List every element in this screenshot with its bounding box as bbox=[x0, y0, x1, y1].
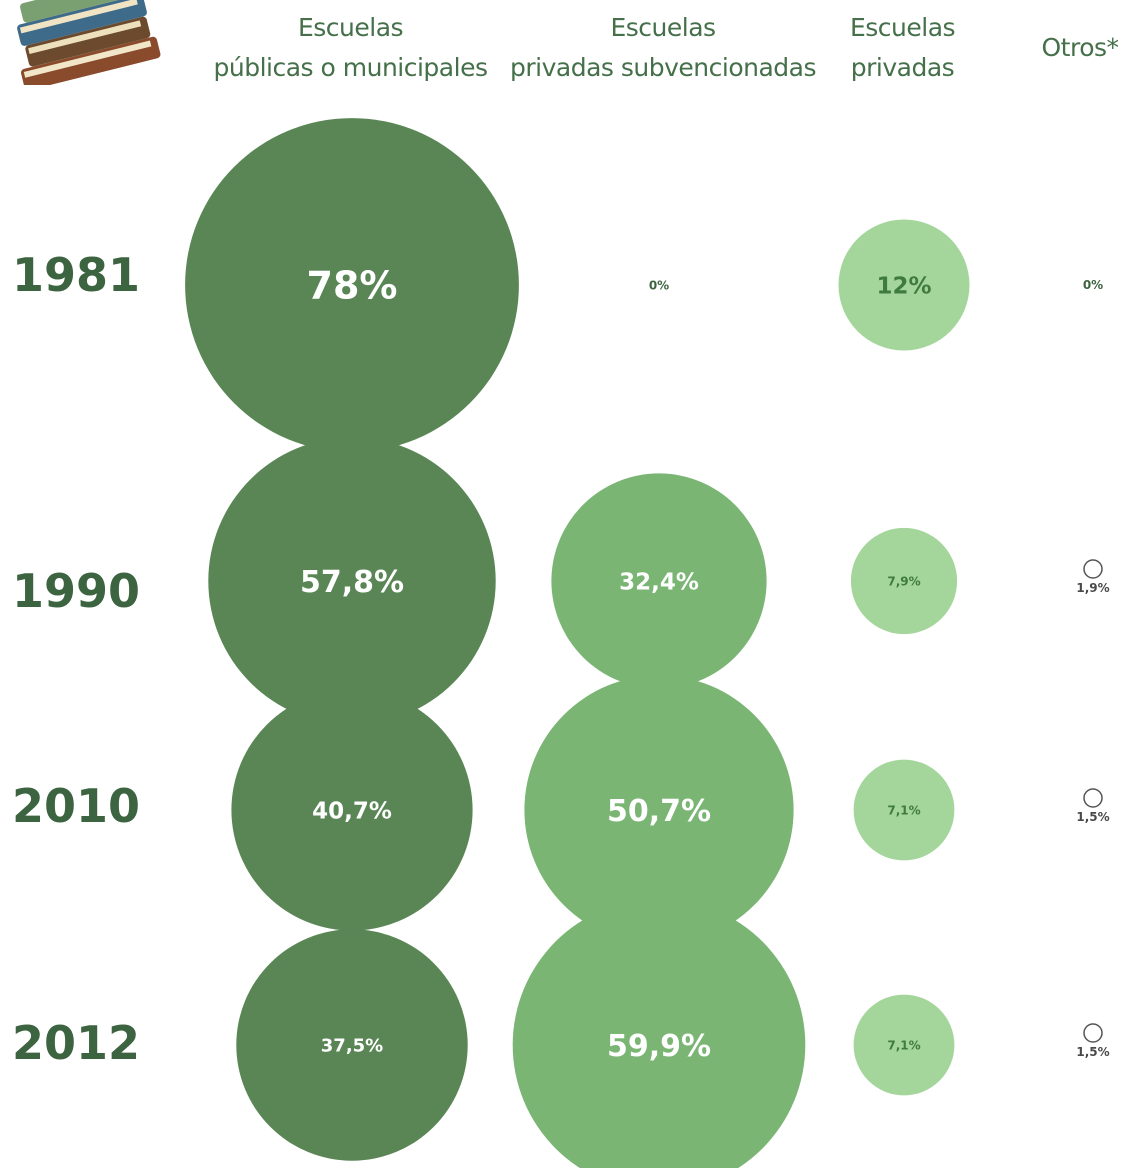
bubble-label-private-2010: 7,1% bbox=[887, 803, 920, 817]
header-line2: privadas bbox=[850, 53, 955, 82]
bubble-private-2010 bbox=[853, 759, 955, 861]
year-label-2010: 2010 bbox=[12, 779, 141, 833]
header-line1: Escuelas bbox=[297, 13, 404, 42]
header-others: Otros* bbox=[1030, 28, 1130, 68]
bubble-label-other-2010: 1,5% bbox=[1076, 810, 1109, 824]
year-label-1990: 1990 bbox=[12, 564, 141, 618]
header-line1: Escuelas bbox=[610, 13, 716, 42]
bubble-label-private-1990: 7,9% bbox=[887, 574, 920, 588]
bubble-label-public-1981: 78% bbox=[307, 264, 398, 308]
bubble-label-other-1990: 1,9% bbox=[1076, 581, 1109, 595]
bubble-public-2012 bbox=[236, 929, 468, 1161]
bubble-other-2012 bbox=[1083, 1023, 1103, 1043]
bubble-label-private-2012: 7,1% bbox=[887, 1038, 920, 1052]
bubble-label-other-1981: 0% bbox=[1083, 278, 1103, 292]
header-line2: públicas o municipales bbox=[213, 53, 488, 82]
bubble-label-subsidized-2012: 59,9% bbox=[607, 1029, 711, 1064]
header-line1: Otros* bbox=[1041, 33, 1119, 62]
bubble-private-1990 bbox=[850, 527, 958, 635]
header-line2: privadas subvencionadas bbox=[510, 53, 817, 82]
year-label-1981: 1981 bbox=[12, 248, 141, 302]
bubble-subsidized-1990 bbox=[551, 473, 767, 689]
bubble-label-other-2012: 1,5% bbox=[1076, 1045, 1109, 1059]
bubble-subsidized-2012 bbox=[512, 898, 806, 1168]
year-label-2012: 2012 bbox=[12, 1016, 141, 1070]
books-stack-icon bbox=[17, 0, 161, 85]
bubble-label-subsidized-2010: 50,7% bbox=[607, 794, 711, 829]
bubble-public-1981 bbox=[185, 118, 519, 452]
bubble-public-1990 bbox=[208, 437, 496, 725]
bubble-label-subsidized-1981: 0% bbox=[649, 278, 669, 292]
bubble-label-public-1990: 57,8% bbox=[300, 565, 404, 600]
bubble-private-1981 bbox=[838, 219, 970, 351]
header-private-schools: Escuelas privadas bbox=[830, 8, 975, 88]
header-line1: Escuelas bbox=[849, 13, 956, 42]
bubble-label-public-2012: 37,5% bbox=[321, 1035, 383, 1056]
bubble-label-public-2010: 40,7% bbox=[312, 798, 392, 824]
bubble-other-2010 bbox=[1083, 788, 1103, 808]
bubble-other-1990 bbox=[1083, 559, 1103, 579]
bubble-label-subsidized-1990: 32,4% bbox=[619, 569, 699, 595]
bubble-label-private-1981: 12% bbox=[876, 273, 931, 299]
header-public-schools: Escuelas públicas o municipales bbox=[198, 8, 503, 88]
bubble-private-2012 bbox=[853, 994, 955, 1096]
bubble-subsidized-2010 bbox=[524, 675, 794, 945]
bubble-public-2010 bbox=[231, 689, 473, 931]
header-subsidized-schools: Escuelas privadas subvencionadas bbox=[508, 8, 818, 88]
